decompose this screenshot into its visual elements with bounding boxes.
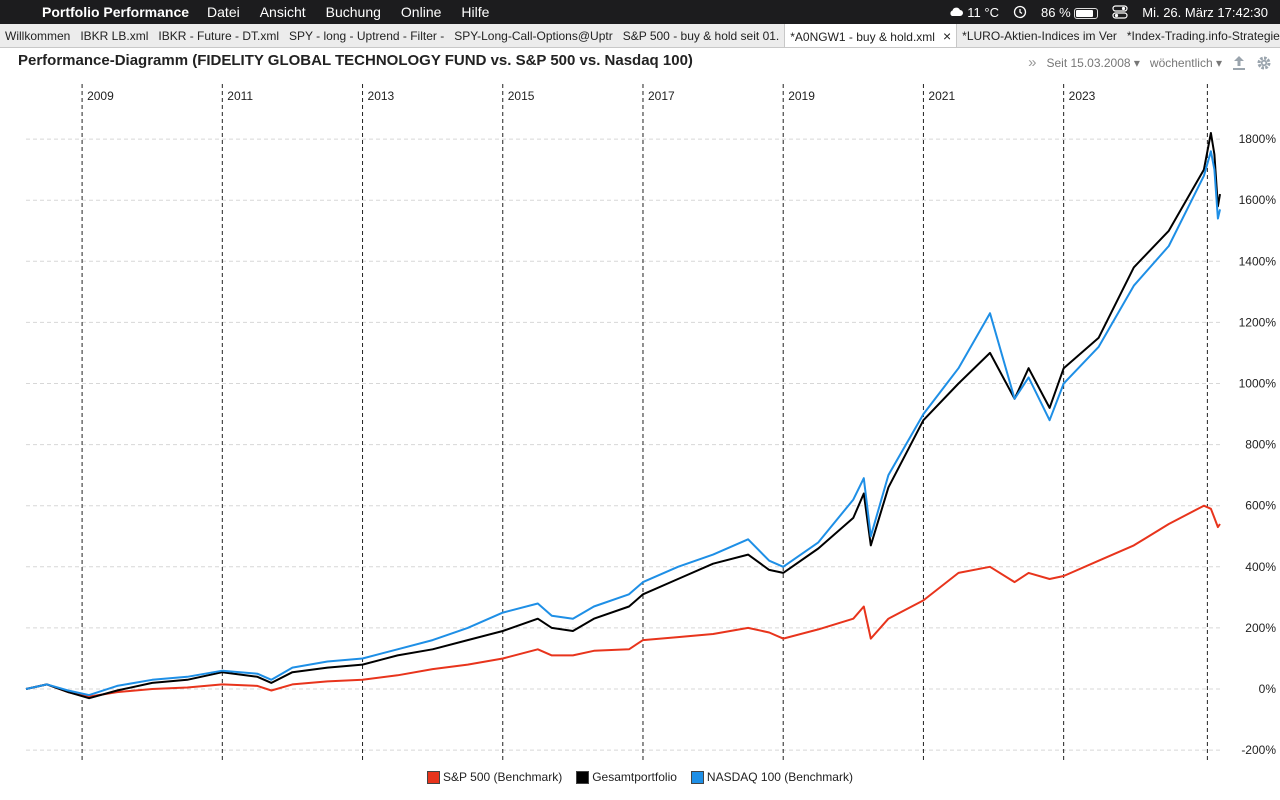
period-dropdown[interactable]: Seit 15.03.2008 ▾ bbox=[1046, 56, 1139, 70]
y-tick-label: 1600% bbox=[1239, 193, 1277, 207]
y-tick-label: 600% bbox=[1245, 499, 1276, 513]
export-icon[interactable] bbox=[1232, 55, 1246, 71]
y-tick-label: 0% bbox=[1259, 682, 1277, 696]
view-header: Performance-Diagramm (FIDELITY GLOBAL TE… bbox=[0, 48, 1280, 76]
chart-legend: S&P 500 (Benchmark) Gesamtportfolio NASDAQ… bbox=[0, 768, 1280, 786]
menu-online[interactable]: Online bbox=[400, 4, 442, 20]
editor-tab-bar: Willkommen IBKR LB.xml IBKR - Future - DT.… bbox=[0, 24, 1280, 48]
y-tick-label: 1200% bbox=[1239, 315, 1277, 329]
tab-2[interactable]: IBKR - Future - DT.xml bbox=[153, 24, 284, 47]
menu-buchung[interactable]: Buchung bbox=[325, 4, 381, 20]
tab-label: IBKR LB.xml bbox=[80, 29, 149, 43]
legend-item[interactable]: Gesamtportfolio bbox=[576, 768, 677, 786]
tab-4[interactable]: SPY-Long-Call-Options@Uptr bbox=[449, 24, 617, 47]
menu-datei[interactable]: Datei bbox=[207, 4, 240, 20]
battery-icon bbox=[1074, 7, 1099, 19]
close-icon[interactable]: × bbox=[942, 28, 952, 44]
tab-label: Willkommen bbox=[5, 29, 71, 43]
tab-0[interactable]: Willkommen bbox=[0, 24, 75, 47]
series-line bbox=[25, 504, 1221, 698]
menubar-clock[interactable]: Mi. 26. März 17:42:30 bbox=[1142, 4, 1268, 20]
dropdown-icon: ▾ bbox=[1133, 55, 1140, 70]
y-tick-label: 1000% bbox=[1239, 377, 1277, 391]
battery-percent: 86 % bbox=[1041, 4, 1071, 20]
legend-swatch bbox=[690, 770, 704, 784]
y-tick-label: 1800% bbox=[1239, 132, 1277, 146]
tab-label: *Index-Trading.info-Strategie bbox=[1126, 29, 1280, 43]
weather-temp: 11 °C bbox=[967, 4, 999, 20]
series-line bbox=[25, 150, 1221, 697]
tab-label: *LURO-Aktien-Indices im Ver bbox=[962, 29, 1117, 43]
weather-widget[interactable]: 11 °C bbox=[948, 5, 999, 20]
tab-label: *A0NGW1 - buy & hold.xml bbox=[790, 30, 935, 44]
x-tick-label: 2013 bbox=[368, 89, 395, 103]
x-tick-label: 2015 bbox=[508, 89, 535, 103]
tab-label: SPY-Long-Call-Options@Uptr bbox=[454, 29, 613, 43]
menu-hilfe[interactable]: Hilfe bbox=[461, 4, 490, 20]
legend-label: S&P 500 (Benchmark) bbox=[443, 770, 563, 784]
x-tick-label: 2021 bbox=[928, 89, 955, 103]
legend-label: NASDAQ 100 (Benchmark) bbox=[706, 770, 853, 784]
tab-1[interactable]: IBKR LB.xml bbox=[75, 24, 153, 47]
legend-item[interactable]: NASDAQ 100 (Benchmark) bbox=[690, 768, 853, 786]
expand-icon[interactable]: » bbox=[1028, 54, 1037, 71]
x-tick-label: 2019 bbox=[788, 89, 815, 103]
time-machine-icon[interactable] bbox=[1013, 5, 1027, 19]
tab-label: S&P 500 - buy & hold seit 01. bbox=[622, 29, 780, 43]
tab-7[interactable]: *LURO-Aktien-Indices im Ver bbox=[957, 24, 1122, 47]
tab-8[interactable]: *Index-Trading.info-Strategie bbox=[1122, 24, 1280, 47]
status-area: 11 °C 86 % Mi. 26. März 17:42:30 bbox=[948, 0, 1268, 24]
y-tick-label: -200% bbox=[1241, 743, 1276, 757]
chart-toolbar: » Seit 15.03.2008 ▾ wöchentlich ▾ bbox=[1028, 54, 1272, 71]
tab-label: SPY - long - Uptrend - Filter - bbox=[289, 29, 445, 43]
x-tick-label: 2017 bbox=[648, 89, 675, 103]
gear-icon[interactable] bbox=[1256, 55, 1272, 71]
y-tick-label: 800% bbox=[1245, 438, 1276, 452]
x-tick-label: 2009 bbox=[87, 89, 114, 103]
tab-3[interactable]: SPY - long - Uptrend - Filter - bbox=[284, 24, 449, 47]
battery-fill bbox=[1076, 9, 1094, 17]
y-tick-label: 400% bbox=[1245, 560, 1276, 574]
x-tick-label: 2023 bbox=[1069, 89, 1096, 103]
tab-5[interactable]: S&P 500 - buy & hold seit 01. bbox=[618, 24, 785, 47]
period-label: Seit 15.03.2008 bbox=[1046, 55, 1131, 70]
series-line bbox=[25, 132, 1221, 700]
app-name-menu[interactable]: Portfolio Performance bbox=[42, 4, 190, 20]
interval-dropdown[interactable]: wöchentlich ▾ bbox=[1150, 56, 1222, 70]
legend-label: Gesamtportfolio bbox=[592, 770, 677, 784]
legend-swatch bbox=[427, 770, 441, 784]
tab-6[interactable]: *A0NGW1 - buy & hold.xml × bbox=[784, 24, 958, 47]
view-title: Performance-Diagramm (FIDELITY GLOBAL TE… bbox=[18, 52, 693, 69]
menu-bar: Portfolio Performance Datei Ansicht Buch… bbox=[0, 0, 1280, 24]
dropdown-icon: ▾ bbox=[1215, 55, 1222, 70]
cloud-icon bbox=[950, 7, 963, 16]
y-tick-label: 1400% bbox=[1239, 254, 1277, 268]
interval-label: wöchentlich bbox=[1149, 55, 1213, 70]
legend-item[interactable]: S&P 500 (Benchmark) bbox=[427, 768, 562, 786]
menu-ansicht[interactable]: Ansicht bbox=[259, 4, 306, 20]
x-tick-label: 2011 bbox=[227, 89, 253, 103]
performance-chart[interactable]: -200% 0% 200% 400% 600% 800% 1000% 1200% 1400% 16… bbox=[0, 78, 1280, 764]
control-center-icon[interactable] bbox=[1112, 5, 1128, 19]
y-tick-label: 200% bbox=[1245, 621, 1276, 635]
battery-status[interactable]: 86 % bbox=[1041, 4, 1099, 20]
tab-label: IBKR - Future - DT.xml bbox=[158, 29, 280, 43]
legend-swatch bbox=[576, 770, 590, 784]
